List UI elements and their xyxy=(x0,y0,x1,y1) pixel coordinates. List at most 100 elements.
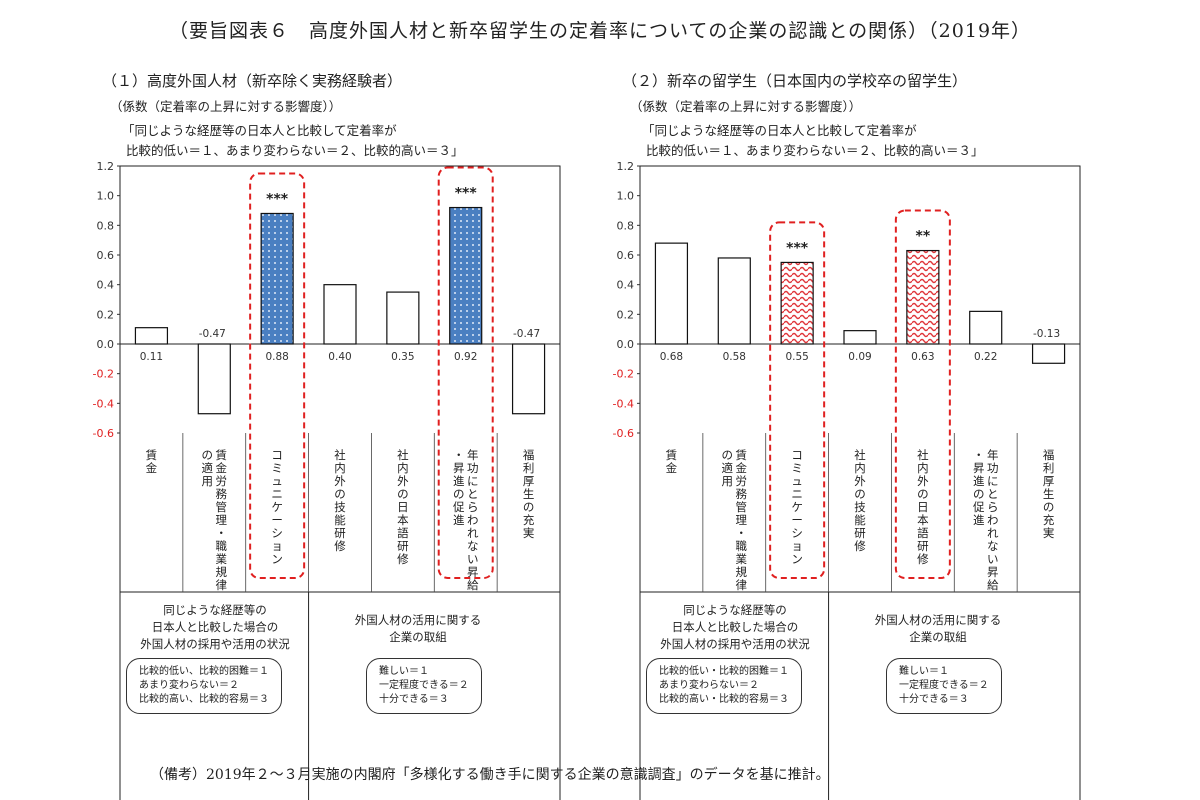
y-tick-label: 0.6 xyxy=(97,249,115,262)
category-label: 律 xyxy=(736,578,748,592)
category-label: 内 xyxy=(917,461,929,475)
y-tick-label: 0.0 xyxy=(617,338,635,351)
category-label: 促 xyxy=(973,500,985,514)
category-label: 律 xyxy=(216,578,228,592)
legend-line: あまり変わらない＝２ xyxy=(139,680,239,691)
category-label: 外 xyxy=(334,474,346,488)
group-label-right-line: 外国人材の活用に関する xyxy=(874,613,1002,627)
data-label: 0.88 xyxy=(265,351,288,363)
category-label: 利 xyxy=(523,461,535,475)
bar xyxy=(969,310,1003,345)
data-label: 0.11 xyxy=(140,351,163,363)
group-label-left-line: 日本人と比較した場合の xyxy=(671,620,799,634)
category-label: 昇 xyxy=(453,461,465,475)
category-label: 年 xyxy=(987,448,999,462)
category-label: 外 xyxy=(397,474,409,488)
category-label: ミ xyxy=(791,461,803,475)
category-label: の xyxy=(334,487,346,501)
legend-line: 十分できる＝３ xyxy=(899,694,969,705)
group-label-left-line: 同じような経歴等の xyxy=(163,603,267,617)
category-label: 昇 xyxy=(973,461,985,475)
category-label: 職 xyxy=(216,539,228,553)
category-label: 能 xyxy=(334,513,346,527)
category-label: 給 xyxy=(467,578,479,592)
category-label: 充 xyxy=(523,513,535,527)
category-label: の xyxy=(722,448,734,462)
category-label: 務 xyxy=(736,487,748,501)
category-label: ・ xyxy=(216,526,228,540)
category-label: ュ xyxy=(271,474,283,488)
category-label: 修 xyxy=(334,539,346,553)
bar xyxy=(780,261,814,345)
y-tick-label: 0.4 xyxy=(97,279,115,292)
y-tick-label: -0.4 xyxy=(93,397,114,410)
category-label: 功 xyxy=(467,461,479,475)
group-label-right: 外国人材の活用に関する 企業の取組 xyxy=(848,612,1028,646)
category-label: の xyxy=(854,487,866,501)
significance-mark: *** xyxy=(786,240,809,256)
category-label: コ xyxy=(791,448,803,462)
category-label: コ xyxy=(271,448,283,462)
y-tick-label: -0.2 xyxy=(613,368,634,381)
category-label: 修 xyxy=(397,552,409,566)
category-label: 賃 xyxy=(666,448,678,462)
legend-line: 難しい＝１ xyxy=(899,666,949,677)
category-label: 厚 xyxy=(1043,474,1055,488)
category-label: 用 xyxy=(202,474,214,488)
category-label: 研 xyxy=(397,539,409,553)
category-label: の xyxy=(397,487,409,501)
highlight-box xyxy=(769,221,826,580)
legend-box-right: 難しい＝１ 一定程度できる＝２ 十分できる＝３ xyxy=(886,658,1002,714)
category-label: 進 xyxy=(973,513,985,527)
category-label: 日 xyxy=(917,500,929,514)
y-tick-label: 0.0 xyxy=(97,338,115,351)
y-tick-label: 1.0 xyxy=(97,190,115,203)
category-label: シ xyxy=(791,526,803,540)
y-tick-label: 1.2 xyxy=(617,160,635,173)
category-label: に xyxy=(987,474,999,488)
category-label: わ xyxy=(987,513,999,527)
data-label: 0.63 xyxy=(911,351,934,363)
category-label: ン xyxy=(271,552,283,566)
category-label: 実 xyxy=(1043,526,1055,540)
y-tick-label: -0.4 xyxy=(613,397,634,410)
category-label: 生 xyxy=(1043,487,1055,501)
category-label: 金 xyxy=(146,461,158,475)
category-label: シ xyxy=(271,526,283,540)
category-label: 業 xyxy=(736,552,748,566)
category-label: 社 xyxy=(917,448,929,462)
category-label: 生 xyxy=(523,487,535,501)
category-label: 社 xyxy=(397,448,409,462)
category-label: 内 xyxy=(397,461,409,475)
category-label: と xyxy=(467,487,479,501)
bar xyxy=(906,249,940,345)
category-label: ー xyxy=(271,513,283,527)
category-label: 給 xyxy=(987,578,999,592)
category-label: 進 xyxy=(453,513,465,527)
category-label: 福 xyxy=(1043,448,1055,462)
chart-note-line1: 「同じような経歴等の日本人と比較して定着率が xyxy=(122,123,397,138)
category-label: 管 xyxy=(736,500,748,514)
significance-mark: *** xyxy=(266,191,289,207)
category-label: 業 xyxy=(216,552,228,566)
data-label: -0.13 xyxy=(1033,328,1060,340)
category-label: 管 xyxy=(216,500,228,514)
category-label: 促 xyxy=(453,500,465,514)
page-title: （要旨図表６ 高度外国人材と新卒留学生の定着率についての企業の認識との関係）（2… xyxy=(168,20,1032,42)
category-label: れ xyxy=(987,526,999,540)
category-label: 賃 xyxy=(146,448,158,462)
category-label: ョ xyxy=(271,539,283,553)
data-label: -0.47 xyxy=(199,328,226,340)
bar xyxy=(260,212,294,345)
group-label-right: 外国人材の活用に関する 企業の取組 xyxy=(328,612,508,646)
chart-title: （２）新卒の留学生（日本国内の学校卒の留学生） xyxy=(622,72,968,90)
data-label: 0.35 xyxy=(391,351,414,363)
data-label: 0.55 xyxy=(785,351,808,363)
category-label: の xyxy=(917,487,929,501)
y-tick-label: 0.2 xyxy=(617,308,635,321)
highlight-box xyxy=(894,209,951,580)
category-label: い xyxy=(987,552,999,566)
legend-line: 比較的高い、比較的容易＝３ xyxy=(139,694,269,705)
y-tick-label: -0.6 xyxy=(613,427,634,440)
bar-chart: 1.2 1.0 0.8 0.6 0.4 0.2 0.0 -0.2 -0.4 -0.6 0.11 賃金 -… xyxy=(93,160,561,800)
